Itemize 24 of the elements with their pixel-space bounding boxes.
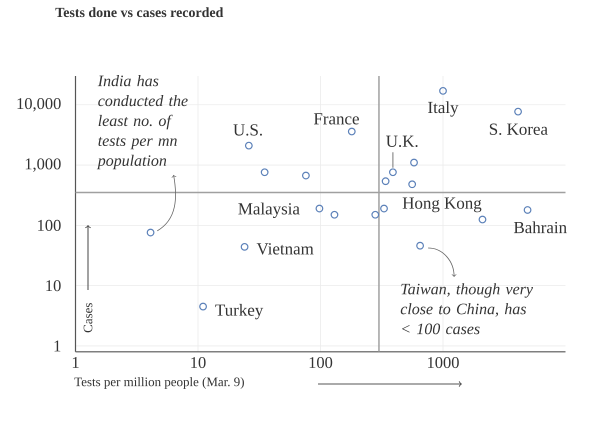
x-tick-label: 1000 xyxy=(428,356,459,368)
annotation: S. Korea xyxy=(490,123,548,135)
annotation: Italy xyxy=(428,101,458,117)
y-tick-label: 1,000 xyxy=(26,158,61,172)
annotation: U.K. xyxy=(386,136,418,147)
annotation: Hong Kong xyxy=(402,198,482,212)
annotation: India has conducted the least no. of tests per mn population xyxy=(96,75,188,170)
y-axis-title: Cases xyxy=(84,303,92,332)
x-tick-label: 1 xyxy=(72,357,79,368)
annotation: Bahrain xyxy=(514,221,567,234)
y-tick-label: 100 xyxy=(38,220,61,231)
annotation: Vietnam xyxy=(256,243,314,255)
x-tick-label: 100 xyxy=(310,356,332,368)
x-axis-title: Tests per million people (Mar. 9) xyxy=(74,377,244,389)
chart-title: Tests done vs cases recorded xyxy=(55,7,224,18)
annotation: Taiwan, though very close to China, has < 100 cases xyxy=(400,283,533,334)
annotation: France xyxy=(314,113,359,124)
x-tick-label: 10 xyxy=(191,356,206,368)
y-tick-label: 1 xyxy=(54,340,60,352)
y-tick-label: 10,000 xyxy=(18,98,61,112)
annotation: Malaysia xyxy=(238,202,300,218)
y-tick-label: 10 xyxy=(46,280,61,292)
annotation: U.S. xyxy=(233,124,262,136)
annotation: Turkey xyxy=(215,304,264,320)
